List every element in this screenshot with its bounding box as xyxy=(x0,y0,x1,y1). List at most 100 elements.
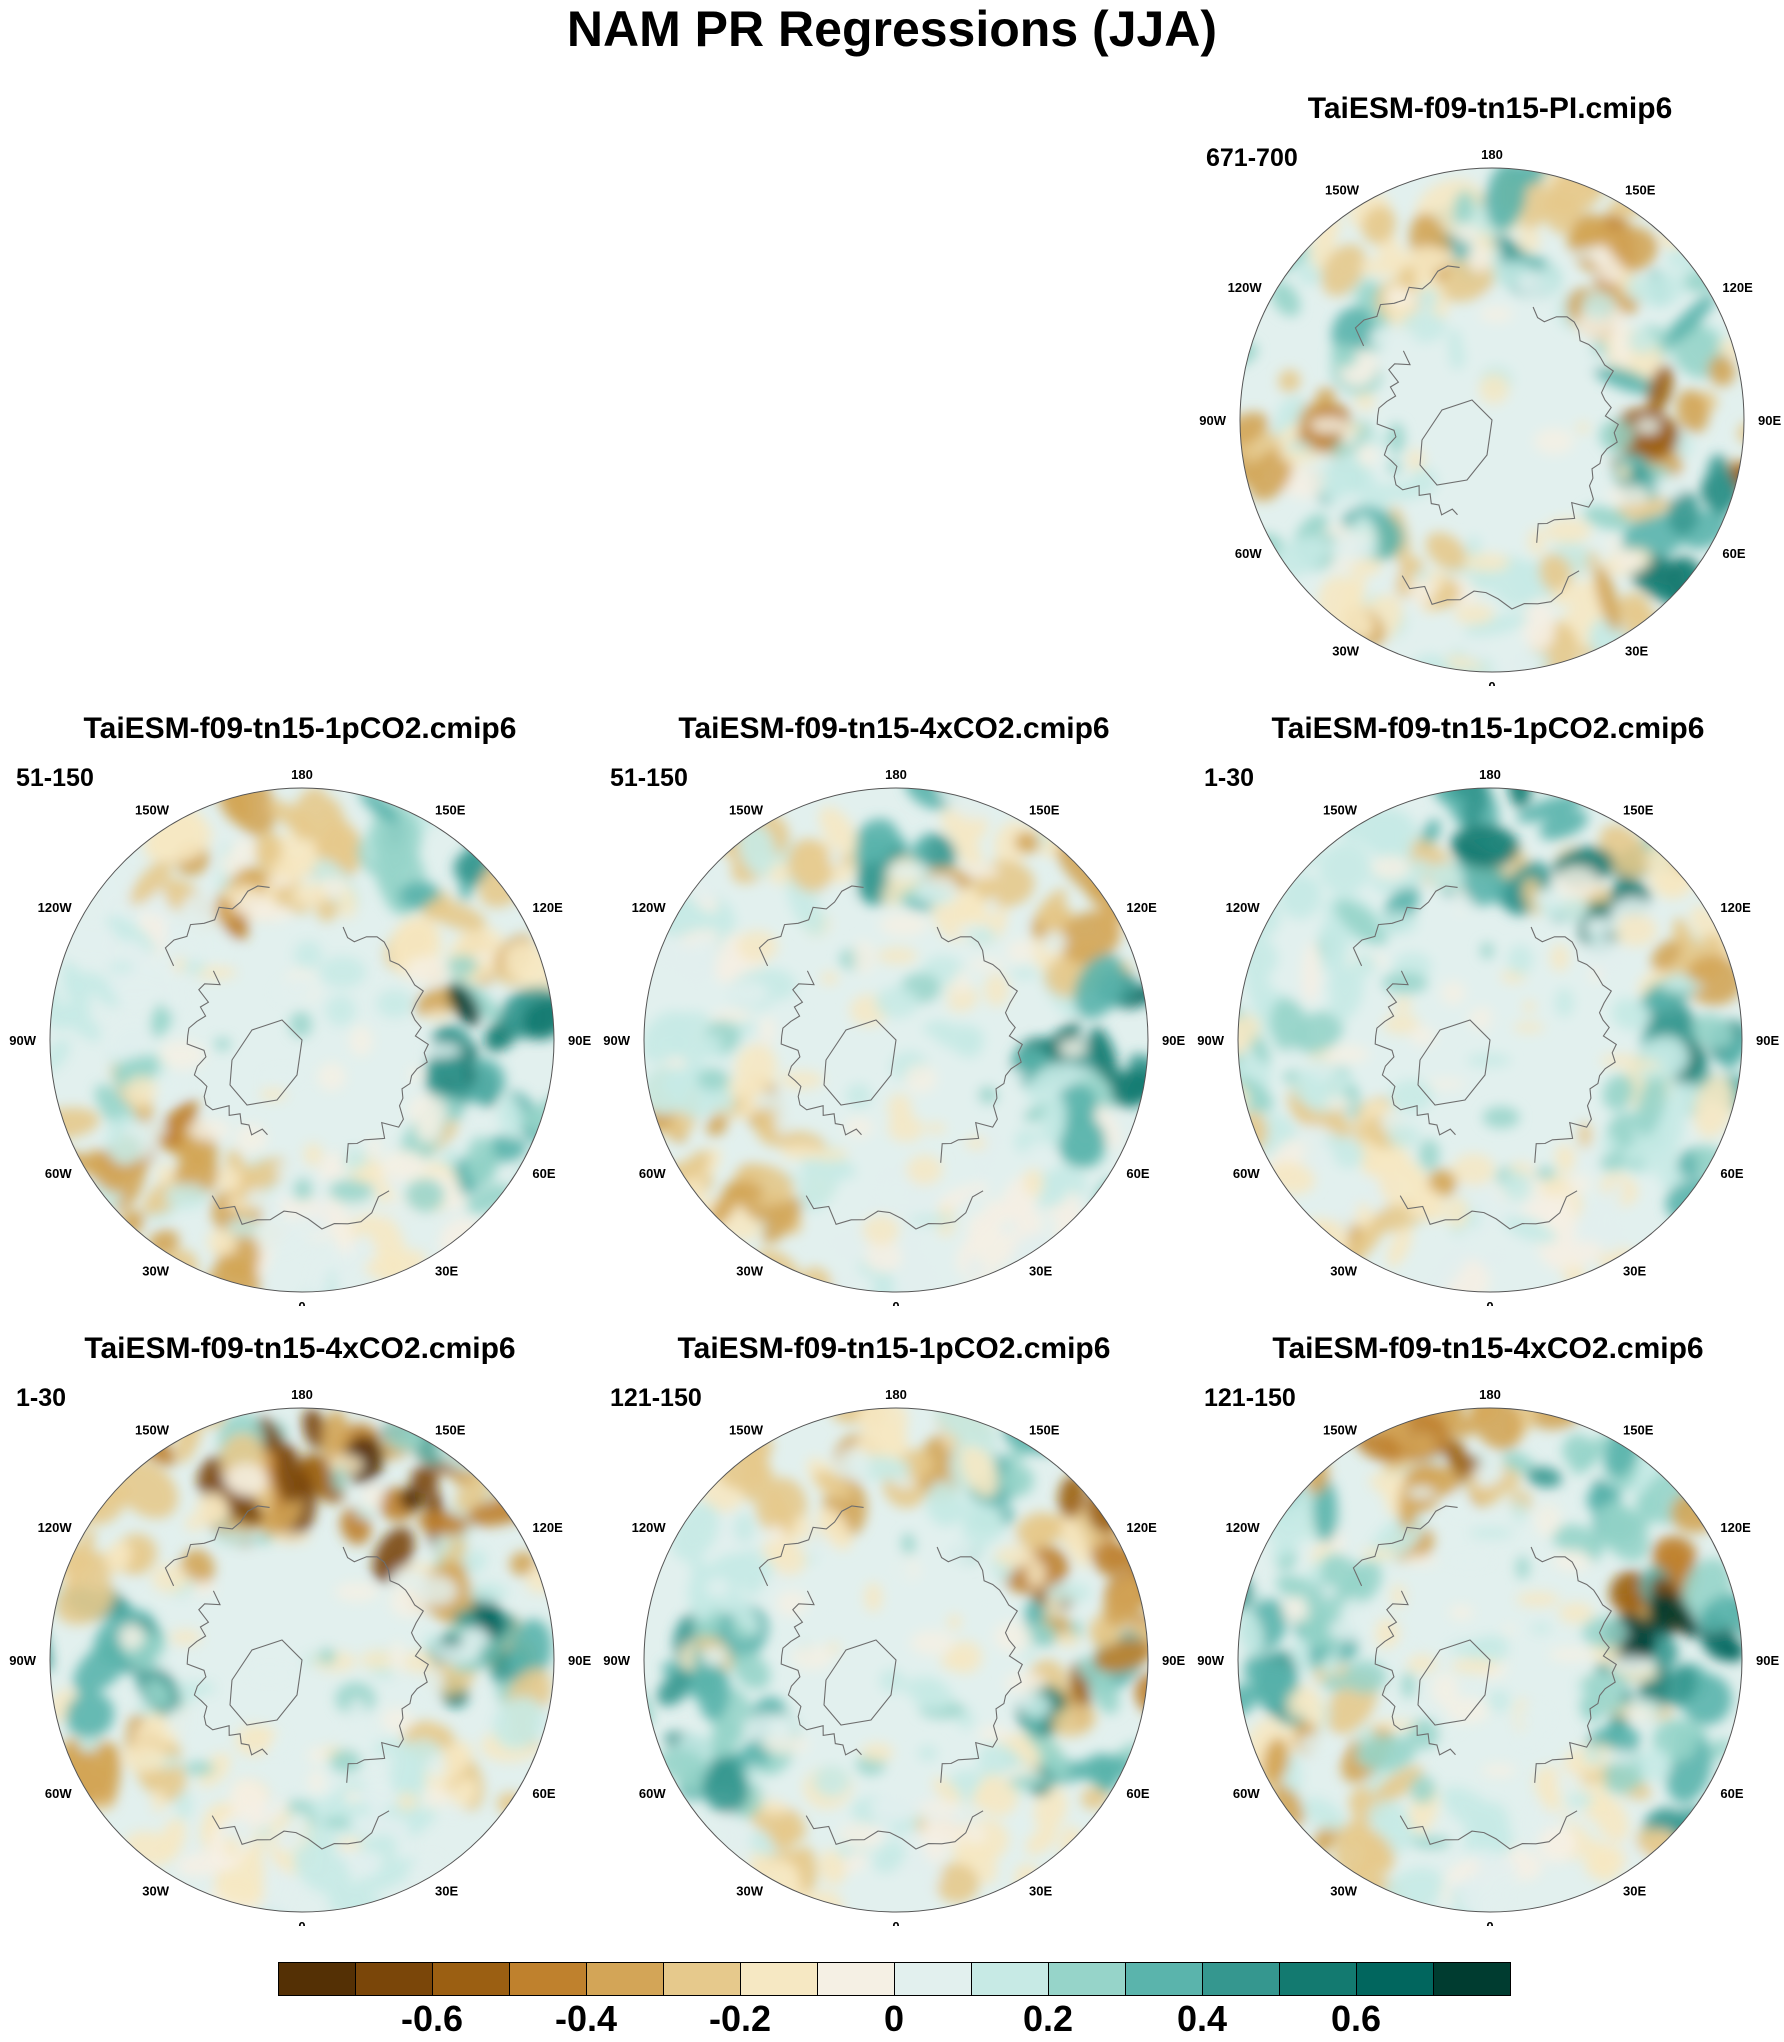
figure-title: NAM PR Regressions (JJA) xyxy=(566,1,1218,57)
precip-field xyxy=(1238,1408,1742,1912)
longitude-label: 30W xyxy=(736,1883,763,1898)
longitude-label: 180 xyxy=(291,1387,313,1402)
polar-map: 180 150E 120E 90E 60E 30E 0 30W 60W 90W 120W 150W xyxy=(1197,767,1779,1306)
longitude-label: 30E xyxy=(1029,1263,1052,1278)
panel-title: TaiESM-f09-tn15-4xCO2.cmip6 xyxy=(678,712,1110,745)
longitude-label: 90E xyxy=(1756,1033,1779,1048)
longitude-label: 150W xyxy=(1323,1423,1358,1438)
map-panel: 180 150E 120E 90E 60E 30E 0 30W 60W 90W 120W 150W Ta… xyxy=(594,1326,1194,1926)
longitude-label: 30W xyxy=(142,1883,169,1898)
precip-field xyxy=(1240,168,1744,672)
longitude-label: 90W xyxy=(1197,1653,1224,1668)
colorbar-label: 0.6 xyxy=(1330,1998,1382,2039)
longitude-label: 180 xyxy=(1481,147,1503,162)
panel-period: 1-30 xyxy=(1204,764,1255,792)
longitude-label: 180 xyxy=(1479,1387,1501,1402)
longitude-label: 150W xyxy=(729,803,764,818)
longitude-label: 150E xyxy=(1623,1423,1654,1438)
longitude-label: 150W xyxy=(135,1423,170,1438)
longitude-label: 90W xyxy=(9,1033,36,1048)
colorbar-swatch xyxy=(1433,1962,1511,1996)
longitude-label: 120W xyxy=(1226,900,1261,915)
longitude-label: 90W xyxy=(9,1653,36,1668)
colorbar-label: 0.2 xyxy=(1022,1998,1074,2039)
longitude-label: 180 xyxy=(291,767,313,782)
panel-period: 121-150 xyxy=(610,1384,702,1412)
longitude-label: 120W xyxy=(632,900,667,915)
panel-title: TaiESM-f09-tn15-4xCO2.cmip6 xyxy=(84,1332,516,1365)
map-panel: 180 150E 120E 90E 60E 30E 0 30W 60W 90W 120W 150W Ta… xyxy=(0,706,600,1306)
longitude-label: 60E xyxy=(1126,1786,1149,1801)
longitude-label: 30E xyxy=(1623,1263,1646,1278)
precip-field xyxy=(50,1408,554,1912)
longitude-label: 150E xyxy=(1625,183,1656,198)
longitude-label: 60W xyxy=(639,1786,666,1801)
longitude-label: 90E xyxy=(1758,413,1781,428)
longitude-label: 30W xyxy=(736,1263,763,1278)
panel-title: TaiESM-f09-tn15-PI.cmip6 xyxy=(1307,92,1673,125)
longitude-label: 30E xyxy=(1623,1883,1646,1898)
longitude-label: 120E xyxy=(1126,900,1157,915)
polar-map: 180 150E 120E 90E 60E 30E 0 30W 60W 90W 120W 150W xyxy=(1197,1387,1779,1926)
longitude-label: 120E xyxy=(532,900,563,915)
longitude-label: 0 xyxy=(1486,1919,1493,1926)
colorbar-swatch xyxy=(278,1962,356,1996)
colorbar-label: -0.6 xyxy=(400,1998,464,2039)
colorbar-swatch xyxy=(740,1962,818,1996)
longitude-label: 120E xyxy=(532,1520,563,1535)
longitude-label: 90W xyxy=(603,1033,630,1048)
polar-map: 180 150E 120E 90E 60E 30E 0 30W 60W 90W 120W 150W xyxy=(603,1387,1185,1926)
map-panel: 180 150E 120E 90E 60E 30E 0 30W 60W 90W 120W 150W Ta… xyxy=(594,706,1194,1306)
longitude-label: 30W xyxy=(1330,1883,1357,1898)
panel-period: 121-150 xyxy=(1204,1384,1296,1412)
panel-period: 51-150 xyxy=(16,764,94,792)
longitude-label: 60W xyxy=(1235,546,1262,561)
longitude-label: 180 xyxy=(1479,767,1501,782)
longitude-label: 180 xyxy=(885,1387,907,1402)
longitude-label: 90E xyxy=(568,1653,591,1668)
longitude-label: 90E xyxy=(1162,1653,1185,1668)
longitude-label: 0 xyxy=(298,1299,305,1306)
longitude-label: 30W xyxy=(1330,1263,1357,1278)
longitude-label: 120E xyxy=(1720,900,1751,915)
longitude-label: 30E xyxy=(1625,643,1648,658)
longitude-label: 30E xyxy=(435,1263,458,1278)
longitude-label: 120E xyxy=(1126,1520,1157,1535)
longitude-label: 60E xyxy=(1720,1166,1743,1181)
colorbar: -0.6 -0.4 -0.2 0 0.2 0.4 0.6 xyxy=(278,1962,1511,2039)
colorbar-swatch xyxy=(663,1962,741,1996)
colorbar-label: -0.2 xyxy=(708,1998,772,2039)
longitude-label: 90E xyxy=(1162,1033,1185,1048)
longitude-label: 0 xyxy=(1488,679,1495,686)
longitude-label: 60W xyxy=(1233,1786,1260,1801)
longitude-label: 150E xyxy=(1029,1423,1060,1438)
longitude-label: 120W xyxy=(38,1520,73,1535)
longitude-label: 30E xyxy=(435,1883,458,1898)
map-panel: 180 150E 120E 90E 60E 30E 0 30W 60W 90W 120W 150W Ta… xyxy=(0,1326,600,1926)
precip-field xyxy=(1238,788,1742,1292)
longitude-label: 90E xyxy=(1756,1653,1779,1668)
longitude-label: 150E xyxy=(1029,803,1060,818)
panel-period: 671-700 xyxy=(1206,144,1298,172)
colorbar-label: -0.4 xyxy=(554,1998,618,2039)
longitude-label: 150W xyxy=(135,803,170,818)
longitude-label: 30W xyxy=(142,1263,169,1278)
panel-title: TaiESM-f09-tn15-4xCO2.cmip6 xyxy=(1272,1332,1704,1365)
longitude-label: 0 xyxy=(298,1919,305,1926)
longitude-label: 90W xyxy=(1199,413,1226,428)
longitude-label: 0 xyxy=(892,1299,899,1306)
map-panel: 180 150E 120E 90E 60E 30E 0 30W 60W 90W 120W 150W Ta… xyxy=(1190,86,1784,686)
colorbar-swatch xyxy=(1279,1962,1357,1996)
panel-title: TaiESM-f09-tn15-1pCO2.cmip6 xyxy=(83,712,517,745)
map-panel: 180 150E 120E 90E 60E 30E 0 30W 60W 90W 120W 150W Ta… xyxy=(1188,706,1784,1306)
panel-period: 51-150 xyxy=(610,764,688,792)
longitude-label: 60E xyxy=(1720,1786,1743,1801)
colorbar-label: 0.4 xyxy=(1176,1998,1228,2039)
colorbar-swatch xyxy=(817,1962,895,1996)
polar-map: 180 150E 120E 90E 60E 30E 0 30W 60W 90W 120W 150W xyxy=(9,767,591,1306)
colorbar-swatch xyxy=(894,1962,972,1996)
longitude-label: 0 xyxy=(892,1919,899,1926)
longitude-label: 150E xyxy=(1623,803,1654,818)
colorbar-swatch xyxy=(355,1962,433,1996)
map-panel: 180 150E 120E 90E 60E 30E 0 30W 60W 90W 120W 150W Ta… xyxy=(1188,1326,1784,1926)
